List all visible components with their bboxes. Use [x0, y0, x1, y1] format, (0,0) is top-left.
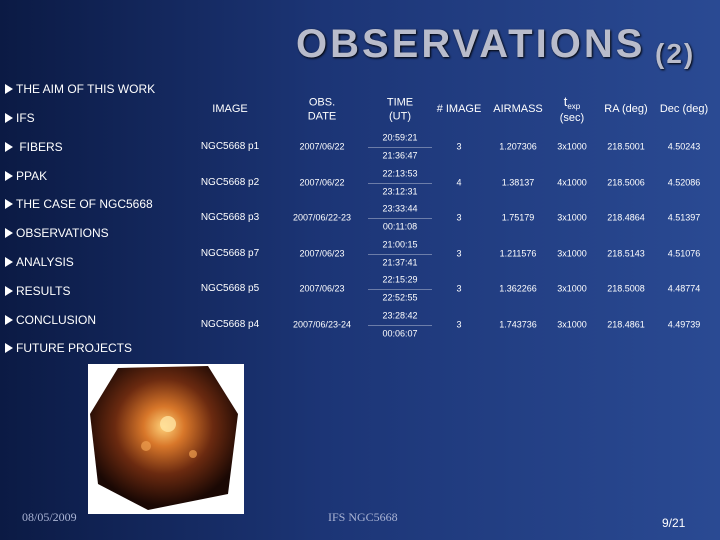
column-header: texp (sec) — [560, 94, 584, 126]
nav-bullet — [5, 171, 13, 181]
image-name: NGC5668 p4 — [200, 318, 260, 330]
time-start: 20:59:21 — [382, 132, 418, 143]
nav-bullet — [5, 84, 13, 94]
footer-text: IFS NGC5668 — [328, 510, 398, 524]
table-cell: 3x1000 — [557, 248, 587, 259]
table-cell: 4.49739 — [667, 319, 701, 330]
nav-item: FIBERS — [16, 140, 63, 154]
table-cell: 218.5143 — [607, 248, 645, 259]
table-cell: 4 — [456, 176, 462, 187]
cell-divider — [368, 182, 432, 184]
table-cell: 3 — [456, 319, 462, 330]
nav-bullet — [5, 343, 13, 353]
time-end: 23:12:31 — [382, 185, 418, 196]
time-end: 21:36:47 — [382, 150, 418, 161]
table-cell: 4.48774 — [667, 283, 701, 294]
table-cell: 4.51076 — [667, 248, 701, 259]
page-number: 9/21 — [662, 516, 686, 530]
header-sub: exp — [567, 102, 581, 112]
table-cell: 4.52086 — [667, 176, 701, 187]
time-end: 00:11:08 — [382, 221, 418, 232]
header-symbol: texp — [560, 94, 584, 112]
header-main: t — [563, 94, 568, 110]
table-cell: 1.743736 — [499, 319, 537, 330]
nav-bullet — [5, 142, 13, 152]
nav-item: ANALYSIS — [16, 255, 74, 269]
column-header: OBS. DATE — [307, 96, 337, 122]
image-name: NGC5668 p2 — [200, 176, 260, 188]
image-name: NGC5668 p3 — [200, 211, 260, 223]
slide-title: OBSERVATIONS — [296, 22, 646, 66]
cell-divider — [368, 325, 432, 326]
table-cell: 4.51397 — [667, 212, 701, 223]
galaxy-image — [88, 364, 244, 514]
header-unit: (sec) — [559, 112, 585, 125]
nav-item: OBSERVATIONS — [16, 226, 109, 240]
nav-bullet — [5, 286, 13, 296]
table-cell: 3 — [456, 248, 462, 259]
table-cell: 3 — [456, 212, 462, 223]
nav-item: THE AIM OF THIS WORK — [16, 82, 156, 96]
table-cell: 3x1000 — [557, 212, 587, 223]
table-cell: 2007/06/23 — [299, 283, 345, 294]
nav-item: THE CASE OF NGC5668 — [16, 197, 153, 211]
time-end: 22:52:55 — [382, 292, 418, 303]
footer-date: 08/05/2009 — [22, 510, 77, 524]
table-cell: 1.75179 — [501, 212, 535, 223]
nav-item: PPAK — [16, 169, 48, 183]
nav-item: RESULTS — [16, 284, 71, 298]
table-cell: 2007/06/23-24 — [292, 319, 352, 330]
cell-divider — [368, 253, 432, 255]
table-cell: 2007/06/22-23 — [292, 212, 352, 223]
nav-bullet — [5, 315, 13, 325]
nav-bullet — [5, 228, 13, 238]
time-end: 00:06:07 — [382, 328, 418, 339]
table-cell: 1.38137 — [501, 176, 535, 187]
table-cell: 218.4861 — [607, 319, 645, 330]
column-header: IMAGE — [212, 103, 248, 116]
table-cell: 1.211576 — [499, 248, 537, 259]
cell-divider — [368, 147, 432, 148]
table-cell: 3 — [456, 141, 462, 152]
table-cell: 218.5008 — [607, 283, 645, 294]
nav-bullet — [5, 257, 13, 267]
column-header: AIRMASS — [493, 103, 543, 116]
table-cell: 3x1000 — [557, 319, 587, 330]
table-cell: 3x1000 — [557, 283, 587, 294]
table-cell: 3x1000 — [557, 141, 587, 152]
table-cell: 218.5006 — [607, 176, 645, 187]
table-cell: 1.207306 — [499, 141, 537, 152]
nav-item: CONCLUSION — [16, 313, 97, 327]
time-start: 23:28:42 — [382, 310, 418, 321]
nav-bullet — [5, 199, 13, 209]
column-header: TIME (UT) — [386, 96, 414, 122]
nav-item: IFS — [16, 111, 35, 125]
column-header: Dec (deg) — [659, 103, 709, 116]
time-start: 23:33:44 — [382, 203, 418, 214]
column-header: RA (deg) — [604, 103, 648, 116]
table-cell: 4.50243 — [667, 141, 701, 152]
time-end: 21:37:41 — [382, 257, 418, 268]
time-start: 21:00:15 — [382, 239, 418, 250]
table-cell: 1.362266 — [499, 283, 537, 294]
cell-divider — [368, 218, 432, 220]
table-cell: 218.5001 — [607, 141, 645, 152]
table-cell: 218.4864 — [607, 212, 645, 223]
table-cell: 3 — [456, 283, 462, 294]
time-start: 22:15:29 — [382, 274, 418, 285]
table-cell: 4x1000 — [557, 176, 587, 187]
column-header: # IMAGE — [436, 103, 482, 116]
cell-divider — [368, 289, 432, 291]
image-name: NGC5668 p7 — [200, 247, 260, 259]
time-start: 22:13:53 — [382, 167, 418, 178]
table-cell: 2007/06/23 — [299, 248, 345, 259]
nav-bullet — [5, 113, 13, 123]
slide-number-title: (2) — [655, 38, 696, 69]
table-cell: 2007/06/22 — [299, 176, 345, 187]
image-name: NGC5668 p1 — [200, 140, 260, 152]
nav-item: FUTURE PROJECTS — [16, 341, 133, 355]
image-name: NGC5668 p5 — [200, 283, 260, 295]
table-cell: 2007/06/22 — [299, 141, 345, 152]
